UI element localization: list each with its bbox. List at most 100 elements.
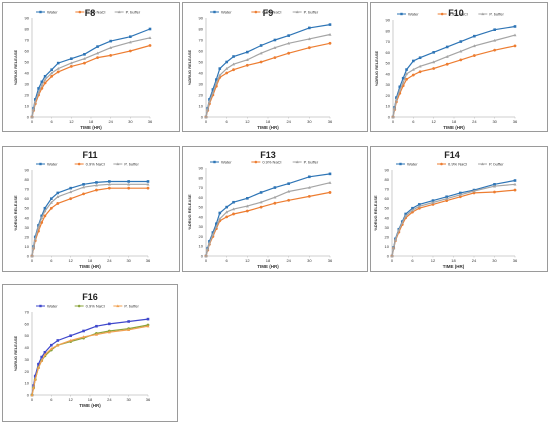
data-point xyxy=(225,60,228,64)
data-point xyxy=(218,73,222,77)
chart-title: F11 xyxy=(82,150,97,160)
data-point xyxy=(225,67,229,70)
data-point xyxy=(96,56,99,59)
x-tick-label: 6 xyxy=(412,119,415,124)
data-point xyxy=(417,206,421,210)
y-axis-title: %DRUG RELEASE xyxy=(373,195,378,231)
data-point xyxy=(405,68,408,71)
y-tick-label: 90 xyxy=(199,166,204,171)
data-point xyxy=(459,58,463,62)
data-point xyxy=(146,317,150,321)
data-point xyxy=(96,51,100,55)
data-point xyxy=(225,71,229,75)
data-point xyxy=(392,246,396,250)
chart-f10: F10 0 10 20 30 40 50 60 70 80 90 0 6 12 18 24 30 36 TIME (… xyxy=(374,8,518,130)
series-line xyxy=(205,191,331,257)
data-point xyxy=(82,183,85,186)
data-point xyxy=(273,186,277,189)
data-point xyxy=(49,206,53,210)
data-point xyxy=(513,25,517,28)
legend: Water 0.9% NaCl P. buffer xyxy=(36,10,141,15)
data-point xyxy=(411,208,414,212)
y-tick-label: 30 xyxy=(385,225,390,230)
data-point xyxy=(287,182,290,185)
y-tick-label: 10 xyxy=(199,104,204,109)
series-line xyxy=(392,25,516,118)
y-tick-label: 80 xyxy=(25,177,30,182)
data-point xyxy=(49,347,53,350)
legend-label: Water xyxy=(407,162,418,167)
y-tick-label: 40 xyxy=(199,214,204,219)
x-tick-label: 12 xyxy=(68,397,73,402)
data-point xyxy=(432,60,436,64)
data-point xyxy=(30,254,34,258)
data-point xyxy=(287,51,291,55)
y-tick-label: 40 xyxy=(25,345,30,350)
series-0 xyxy=(390,179,517,258)
data-point xyxy=(146,182,150,186)
data-point xyxy=(40,214,43,218)
y-tick-label: 70 xyxy=(25,38,30,43)
y-axis-title: %DRUG RELEASE xyxy=(13,336,18,372)
legend-label: 0.9% NaCl xyxy=(449,12,468,17)
data-point xyxy=(493,184,496,188)
data-point xyxy=(431,200,435,204)
y-tick-label: 0 xyxy=(201,254,204,259)
y-tick-label: 20 xyxy=(25,234,30,239)
y-tick-label: 20 xyxy=(199,93,204,98)
data-point xyxy=(206,107,210,111)
data-point xyxy=(36,225,40,229)
x-tick-label: 0 xyxy=(391,258,394,263)
series-line xyxy=(31,180,148,257)
chart-f13: F13 0 10 20 30 40 50 60 70 80 90 0 6 12 18 24 30 36 TIME (… xyxy=(187,150,333,269)
data-point xyxy=(259,200,263,204)
x-tick-label: 24 xyxy=(107,397,112,402)
x-tick-label: 30 xyxy=(128,119,133,124)
series-2 xyxy=(390,182,517,258)
y-tick-label: 50 xyxy=(385,206,390,211)
y-tick-label: 40 xyxy=(25,71,30,76)
data-point xyxy=(82,185,86,189)
chart-f14: F14 0 10 20 30 40 50 60 70 80 90 0 6 12 18 24 30 36 TIME (… xyxy=(373,150,518,269)
data-point xyxy=(69,334,72,338)
data-point xyxy=(246,50,249,54)
data-point xyxy=(33,237,37,240)
y-tick-label: 60 xyxy=(385,196,390,201)
legend-marker xyxy=(295,160,299,164)
series-1 xyxy=(30,186,150,258)
series-line xyxy=(31,37,151,118)
data-point xyxy=(32,386,36,390)
data-point xyxy=(127,182,131,186)
chart-f9: F9 0 10 20 30 40 50 60 70 80 90 0 6 12 18 24 30 36 TIME (H… xyxy=(187,8,333,130)
series-2 xyxy=(30,36,152,119)
data-point xyxy=(445,45,449,49)
data-point xyxy=(56,339,60,342)
series-1 xyxy=(204,41,332,119)
data-point xyxy=(56,343,60,347)
data-point xyxy=(43,209,47,213)
data-point xyxy=(394,98,398,101)
data-point xyxy=(445,197,449,200)
data-point xyxy=(432,67,436,70)
data-point xyxy=(36,366,40,369)
data-point xyxy=(50,74,54,78)
x-axis-title: TIME (HR) xyxy=(79,264,101,269)
y-tick-label: 20 xyxy=(25,369,30,374)
data-point xyxy=(513,182,517,186)
chart-title: F9 xyxy=(263,8,274,18)
x-tick-label: 36 xyxy=(146,397,151,402)
data-point xyxy=(69,186,72,190)
y-tick-label: 0 xyxy=(27,115,30,120)
y-tick-label: 70 xyxy=(25,310,30,315)
legend-marker xyxy=(400,12,403,16)
data-point xyxy=(37,91,41,94)
data-point xyxy=(232,212,235,216)
x-tick-label: 18 xyxy=(88,258,93,263)
y-tick-label: 10 xyxy=(25,381,30,386)
data-point xyxy=(207,100,211,103)
x-tick-label: 0 xyxy=(31,397,34,402)
legend-marker xyxy=(213,10,216,14)
series-line xyxy=(205,24,331,118)
x-tick-label: 0 xyxy=(205,258,208,263)
